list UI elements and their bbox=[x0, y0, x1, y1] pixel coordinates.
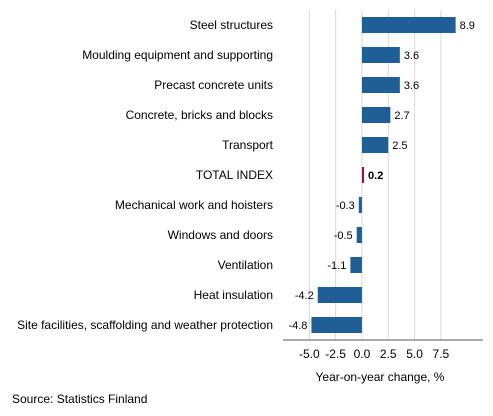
source-note: Source: Statistics Finland bbox=[12, 392, 148, 406]
value-label: 3.6 bbox=[404, 80, 419, 92]
x-tick-label: 5.0 bbox=[406, 347, 423, 361]
x-axis-label: Year-on-year change, % bbox=[316, 370, 445, 384]
bar bbox=[361, 107, 391, 123]
value-label: 2.7 bbox=[394, 110, 409, 122]
value-label: 2.5 bbox=[392, 140, 407, 152]
value-label: -4.2 bbox=[295, 290, 314, 302]
value-label: -4.8 bbox=[288, 320, 307, 332]
category-labels: Steel structures Moulding equipment and s… bbox=[17, 18, 274, 332]
value-label: 3.6 bbox=[404, 50, 419, 62]
category-label: Mechanical work and hoisters bbox=[115, 198, 273, 212]
x-axis: -5.0 -2.5 0.0 2.5 5.0 7.5 bbox=[283, 339, 483, 361]
value-label: -0.3 bbox=[336, 200, 355, 212]
bar bbox=[361, 47, 400, 63]
category-label: Concrete, bricks and blocks bbox=[126, 108, 273, 122]
bar bbox=[361, 17, 456, 33]
category-label: Precast concrete units bbox=[154, 78, 273, 92]
bar bbox=[311, 317, 362, 333]
x-tick-label: -5.0 bbox=[299, 347, 320, 361]
bar bbox=[361, 137, 389, 153]
value-label: 0.2 bbox=[368, 170, 383, 182]
bar-total-index bbox=[361, 167, 365, 183]
category-label: Site facilities, scaffolding and weather… bbox=[17, 318, 273, 332]
value-label: -1.1 bbox=[327, 260, 346, 272]
x-tick-label: 0.0 bbox=[354, 347, 371, 361]
x-tick-label: -2.5 bbox=[325, 347, 346, 361]
bar bbox=[356, 227, 362, 243]
category-label: Ventilation bbox=[218, 258, 273, 272]
value-label: 8.9 bbox=[460, 20, 475, 32]
bar bbox=[350, 257, 362, 273]
category-label: Steel structures bbox=[190, 18, 273, 32]
category-label: Windows and doors bbox=[168, 228, 273, 242]
bars bbox=[311, 17, 456, 333]
value-labels: 8.9 3.6 3.6 2.7 2.5 0.2 -0.3 -0.5 -1.1 -4.2 -4.8 bbox=[288, 20, 474, 332]
category-label: Moulding equipment and supporting bbox=[82, 48, 273, 62]
category-label: Heat insulation bbox=[194, 288, 273, 302]
category-label: TOTAL INDEX bbox=[196, 168, 273, 182]
bar bbox=[361, 77, 400, 93]
bar bbox=[317, 287, 362, 303]
x-tick-label: 2.5 bbox=[380, 347, 397, 361]
x-tick-label: 7.5 bbox=[433, 347, 450, 361]
value-label: -0.5 bbox=[334, 230, 353, 242]
category-label: Transport bbox=[222, 138, 274, 152]
bar bbox=[358, 197, 362, 213]
